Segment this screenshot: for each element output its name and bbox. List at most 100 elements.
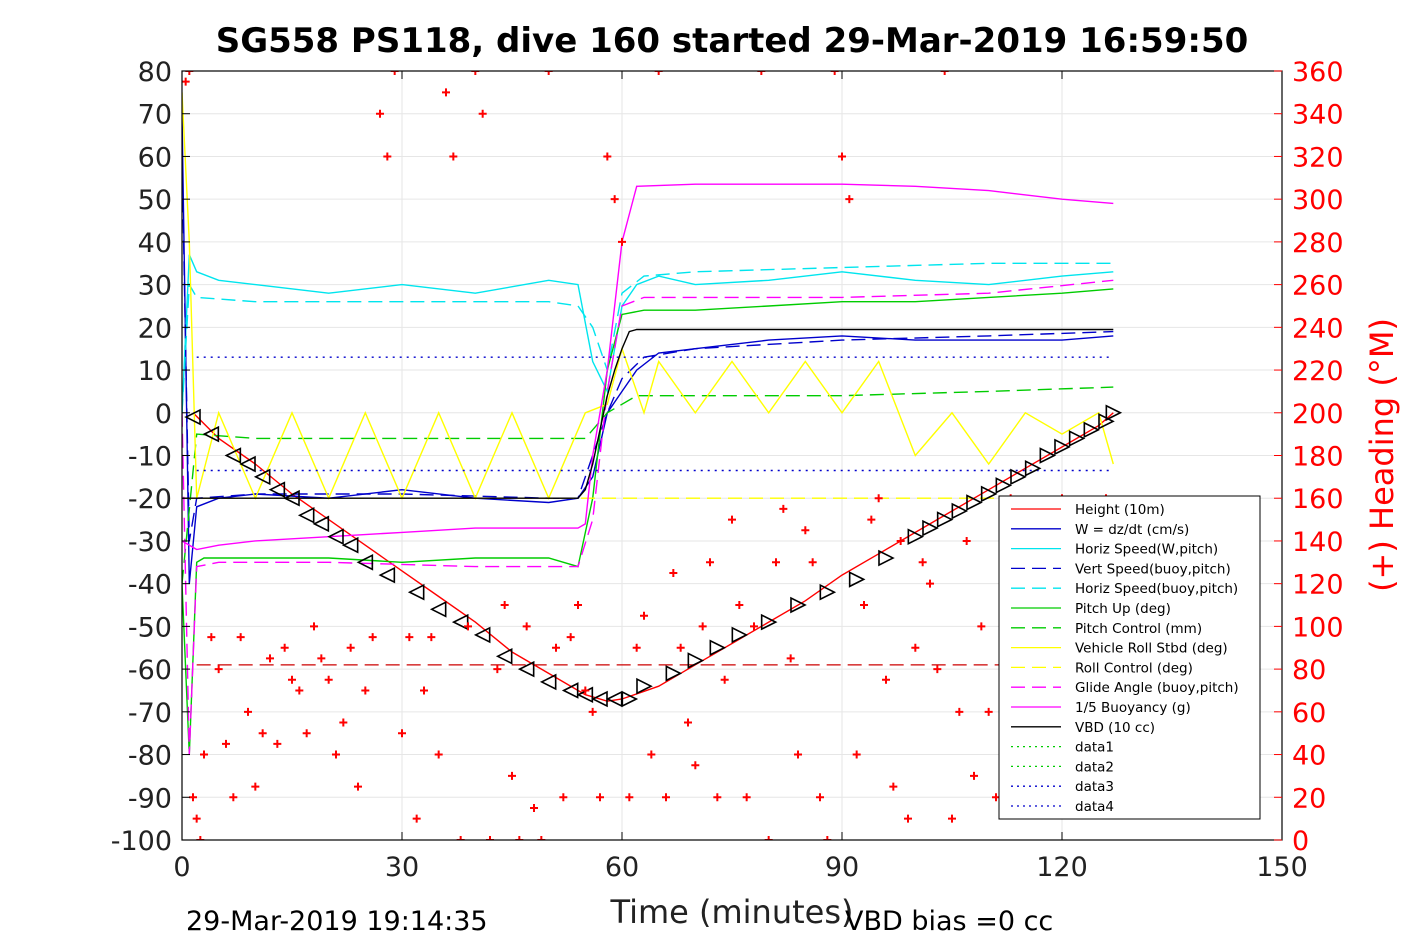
heading-point	[478, 109, 487, 118]
x-tick-label: 90	[825, 852, 859, 883]
climb-marker	[907, 528, 925, 545]
series-line-9	[182, 279, 1114, 755]
y-tick-label-right: 260	[1292, 271, 1344, 302]
dive-marker	[253, 468, 271, 486]
heading-point	[882, 675, 890, 684]
heading-point	[940, 71, 949, 75]
heading-point	[566, 633, 575, 642]
heading-point	[698, 622, 707, 631]
heading-point	[339, 718, 348, 727]
y-tick-label-left: 30	[138, 271, 172, 302]
heading-point	[684, 718, 692, 727]
heading-point	[390, 71, 399, 75]
dive-marker	[407, 583, 425, 601]
x-tick-label: 60	[605, 852, 639, 883]
y-tick-label-right: 180	[1292, 442, 1344, 473]
dive-marker	[378, 566, 396, 584]
heading-point	[192, 814, 201, 823]
y-tick-label-left: -80	[128, 741, 172, 772]
climb-marker	[1068, 430, 1086, 447]
heading-point	[640, 611, 648, 620]
heading-point	[288, 675, 296, 684]
heading-point	[772, 558, 780, 567]
legend-label: Glide Angle (buoy,pitch)	[1075, 680, 1239, 696]
heading-point	[618, 237, 626, 246]
y-tick-label-right: 200	[1292, 399, 1344, 430]
x-tick-label: 0	[173, 852, 190, 883]
y-tick-label-left: -10	[128, 442, 172, 473]
y-tick-label-right: 280	[1292, 228, 1344, 259]
dive-marker	[517, 660, 535, 678]
heading-point	[845, 195, 854, 204]
heading-point	[610, 195, 619, 204]
heading-point	[948, 814, 956, 823]
heading-point	[544, 71, 553, 75]
heading-point	[420, 686, 428, 695]
heading-point	[860, 601, 868, 610]
y-tick-label-left: 0	[155, 399, 172, 430]
legend-label: Vert Speed(buoy,pitch)	[1075, 561, 1231, 577]
legend-label: data1	[1075, 740, 1114, 756]
heading-point	[295, 686, 304, 695]
heading-point	[251, 782, 260, 791]
heading-point	[632, 643, 641, 652]
legend-label: data4	[1075, 799, 1114, 815]
heading-point	[889, 782, 898, 791]
heading-point	[383, 152, 392, 161]
heading-point	[691, 761, 700, 770]
heading-point	[515, 836, 524, 840]
heading-point	[412, 814, 421, 823]
climb-marker	[731, 626, 749, 644]
legend-label: Vehicle Roll Stbd (deg)	[1075, 641, 1228, 657]
heading-point	[720, 675, 729, 684]
series-line-0	[192, 412, 1114, 702]
dive-marker	[283, 489, 300, 507]
heading-point	[742, 793, 751, 802]
heading-point	[449, 152, 458, 161]
y-tick-label-right: 40	[1292, 741, 1326, 772]
heading-point	[500, 601, 509, 610]
heading-point	[933, 665, 942, 674]
heading-point	[596, 793, 604, 802]
climb-marker	[1010, 468, 1027, 486]
dive-marker	[539, 673, 557, 691]
heading-point	[376, 109, 384, 118]
heading-point	[229, 793, 238, 802]
y-tick-label-right: 0	[1292, 826, 1309, 857]
dive-marker	[561, 682, 579, 699]
climb-marker	[709, 639, 727, 657]
heading-point	[207, 633, 216, 642]
heading-point	[918, 558, 927, 567]
climb-marker	[760, 613, 778, 631]
dive-marker	[184, 408, 201, 426]
heading-point	[706, 558, 714, 567]
y-tick-label-left: 40	[138, 228, 172, 259]
dive-marker	[356, 554, 374, 571]
heading-point	[508, 771, 516, 780]
heading-point	[669, 568, 678, 577]
heading-point	[537, 836, 546, 840]
heading-point	[189, 793, 197, 802]
heading-point	[522, 622, 531, 631]
dive-marker	[297, 507, 315, 524]
y-tick-label-right: 60	[1292, 698, 1326, 729]
legend-label: VBD (10 cc)	[1075, 720, 1155, 736]
y-tick-label-left: 10	[138, 356, 172, 387]
y-tick-label-left: 80	[138, 57, 172, 88]
dive-marker	[495, 647, 513, 665]
climb-marker	[980, 485, 998, 503]
heading-point	[801, 526, 810, 535]
chart-title: SG558 PS118, dive 160 started 29-Mar-201…	[216, 21, 1249, 61]
marker-layer	[182, 71, 1123, 840]
legend-label: Height (10m)	[1075, 502, 1165, 518]
dive-marker	[268, 481, 286, 498]
heading-point	[302, 729, 311, 738]
tick-layer: 0 30 60 90 120 15080706050403020100-10-20-30-…	[111, 57, 1344, 883]
legend-label: Pitch Control (mm)	[1075, 621, 1202, 637]
x-axis-label: Time (minutes)	[610, 893, 854, 931]
y-tick-label-left: -100	[111, 826, 172, 857]
y-tick-label-right: 240	[1292, 313, 1344, 344]
heading-point	[808, 558, 817, 567]
y-tick-label-right: 20	[1292, 783, 1326, 814]
y-tick-label-left: -70	[128, 698, 172, 729]
